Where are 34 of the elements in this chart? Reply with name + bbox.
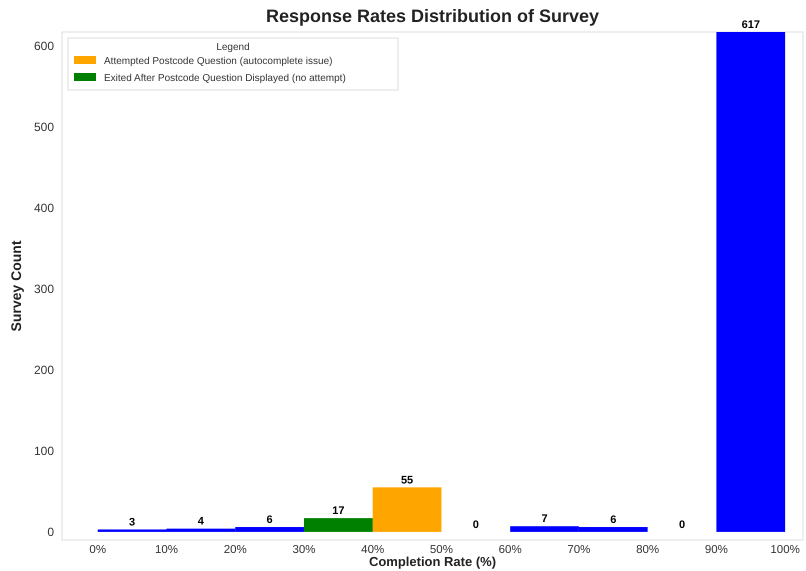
data-label: 3 (129, 516, 136, 528)
data-label: 6 (266, 514, 273, 526)
legend-label: Exited After Postcode Question Displayed (no attempt) (104, 73, 346, 84)
x-tick-label: 30% (292, 544, 316, 556)
x-tick-label: 20% (224, 544, 247, 556)
y-tick-label: 200 (34, 362, 54, 377)
legend-title: Legend (216, 42, 250, 53)
x-tick-label: 40% (361, 544, 384, 556)
x-tick-label: 100% (770, 544, 800, 556)
x-tick-label: 0% (89, 544, 106, 556)
data-label: 0 (472, 518, 479, 531)
data-label: 617 (742, 19, 760, 31)
y-tick-label: 500 (34, 120, 54, 134)
y-tick-label: 100 (34, 444, 54, 458)
x-axis-title: Completion Rate (%) (368, 554, 496, 569)
data-label: 6 (610, 514, 616, 526)
y-tick-label: 0 (47, 524, 54, 539)
x-tick-label: 10% (154, 544, 178, 556)
y-tick-label: 600 (34, 38, 54, 53)
x-tick-label: 50% (430, 544, 453, 556)
data-label: 55 (400, 474, 414, 486)
data-label: 4 (198, 516, 205, 528)
y-tick-label: 300 (34, 282, 54, 296)
y-axis-title: Survey Count (8, 240, 24, 332)
legend-label: Attempted Postcode Question (autocomplete issue) (104, 56, 332, 67)
data-label: 17 (332, 505, 344, 518)
x-tick-label: 80% (636, 544, 660, 556)
chart-title: Response Rates Distribution of Survey (266, 6, 600, 26)
x-tick-label: 90% (704, 544, 728, 556)
x-tick-label: 70% (567, 544, 590, 556)
data-label: 0 (678, 518, 686, 531)
data-label: 7 (541, 513, 548, 526)
x-tick-label: 60% (498, 544, 522, 556)
y-tick-label: 400 (34, 200, 54, 215)
